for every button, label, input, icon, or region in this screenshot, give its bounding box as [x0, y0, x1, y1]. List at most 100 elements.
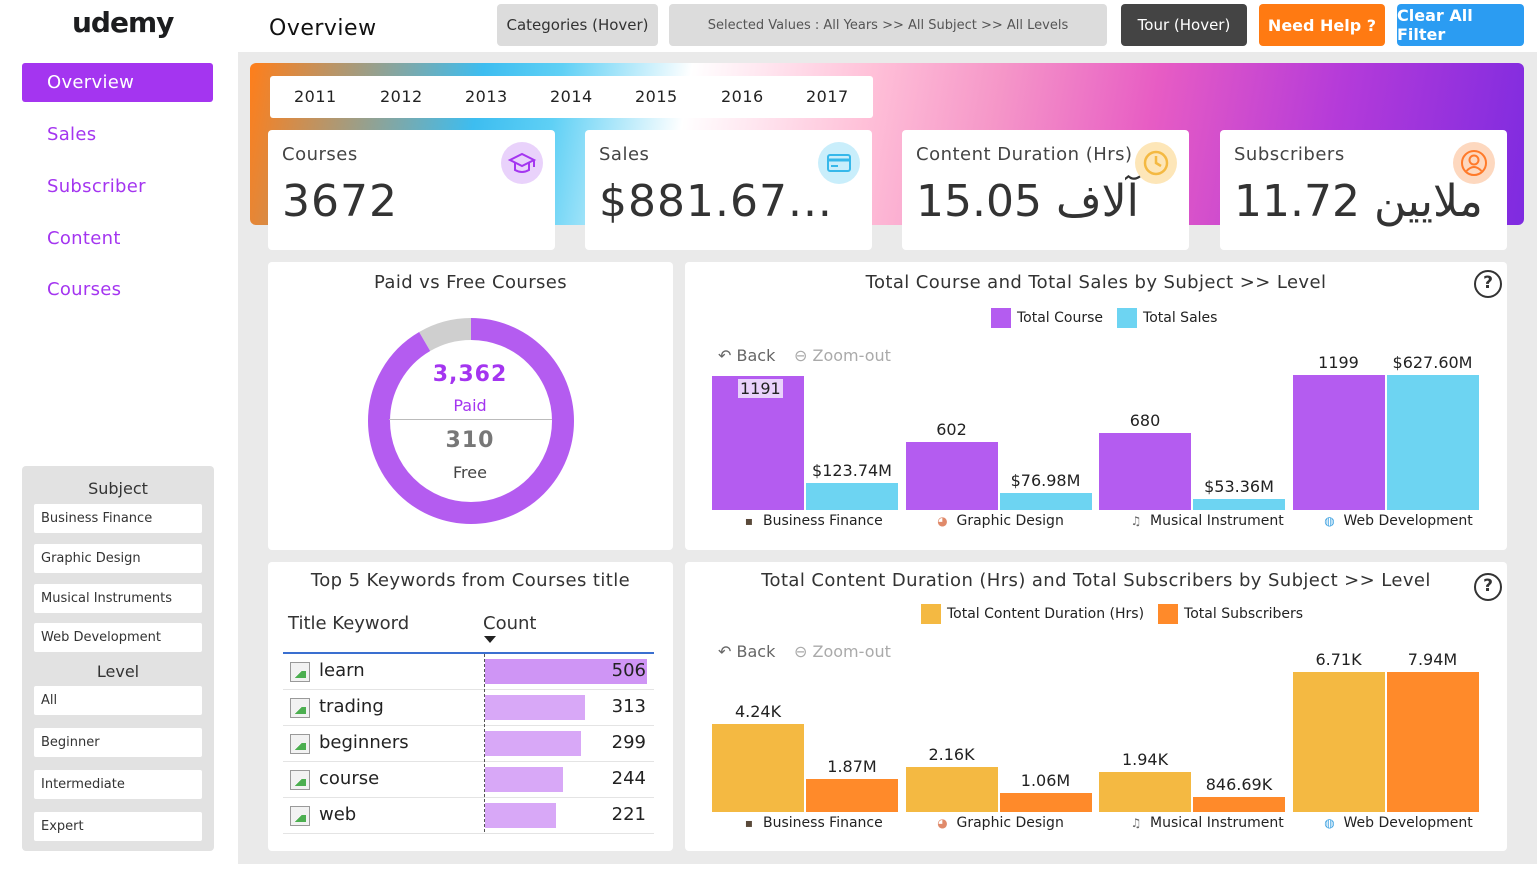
- chart2-back-button[interactable]: ↶ Back: [718, 642, 775, 661]
- sort-desc-icon[interactable]: [484, 636, 496, 643]
- nav-item-overview[interactable]: Overview: [22, 63, 213, 102]
- level-filter-intermediate[interactable]: Intermediate: [34, 770, 202, 799]
- count-bar: [485, 731, 581, 756]
- bar-total-content-duration-hrs-graphic-design[interactable]: [905, 766, 998, 812]
- keywords-col-count[interactable]: Count: [483, 613, 537, 634]
- kpi-subscribers-value: 11.72 ملايين: [1234, 176, 1483, 227]
- bar-total-subscribers-graphic-design[interactable]: [999, 793, 1092, 812]
- bar-total-content-duration-hrs-business-finance[interactable]: [712, 723, 804, 812]
- zoom-out-icon: ⊖: [794, 346, 813, 365]
- legend-swatch-total-content-duration: [921, 604, 941, 624]
- table-row[interactable]: web 221: [283, 798, 654, 834]
- count-bar: [485, 767, 564, 792]
- data-label: 2.16K: [928, 744, 975, 764]
- bar-total-course-web-development[interactable]: [1292, 375, 1385, 510]
- nav-item-sales[interactable]: Sales: [47, 124, 97, 145]
- chart1-back-button[interactable]: ↶ Back: [718, 346, 775, 365]
- data-label: 846.69K: [1205, 775, 1273, 795]
- data-label: 602: [936, 420, 967, 440]
- free-value: 310: [445, 428, 495, 453]
- broken-image-icon: [290, 734, 310, 754]
- user-icon: [1453, 142, 1495, 184]
- bar-total-subscribers-musical-instrument[interactable]: [1193, 797, 1285, 812]
- subject-filter-musical-instruments[interactable]: Musical Instruments: [34, 584, 202, 613]
- keyword-cell: trading: [319, 696, 384, 717]
- table-row[interactable]: learn 506: [283, 654, 654, 690]
- year-2017[interactable]: 2017: [806, 87, 849, 106]
- chart1-zoom-out-button[interactable]: ⊖ Zoom-out: [794, 346, 891, 365]
- level-filter-expert[interactable]: Expert: [34, 812, 202, 841]
- keyword-cell: beginners: [319, 732, 409, 753]
- year-2015[interactable]: 2015: [635, 87, 678, 106]
- donut-divider: [389, 419, 552, 420]
- bar-total-content-duration-hrs-web-development[interactable]: [1292, 672, 1385, 812]
- bar-total-course-business-finance[interactable]: [712, 375, 804, 510]
- need-help-button[interactable]: Need Help ?: [1259, 4, 1385, 46]
- year-2011[interactable]: 2011: [294, 87, 337, 106]
- briefcase-icon: ▪: [744, 514, 754, 528]
- kpi-courses-label: Courses: [282, 144, 358, 165]
- course-sales-chart-card: Total Course and Total Sales by Subject …: [685, 262, 1507, 550]
- keywords-header-underline: [283, 652, 654, 654]
- data-label: 1.87M: [827, 757, 877, 777]
- keywords-col-keyword[interactable]: Title Keyword: [288, 613, 410, 634]
- udemy-logo[interactable]: udemy: [72, 6, 174, 39]
- data-label: 1.06M: [1020, 771, 1071, 791]
- subject-filter-graphic-design[interactable]: Graphic Design: [34, 544, 202, 573]
- kpi-subscribers-label: Subscribers: [1234, 144, 1345, 165]
- category-label: ◕ Graphic Design: [936, 815, 1064, 831]
- table-row[interactable]: beginners 299: [283, 726, 654, 762]
- bar-total-sales-business-finance[interactable]: [806, 483, 898, 510]
- kpi-content-duration-label: Content Duration (Hrs): [916, 144, 1133, 165]
- bar-total-course-graphic-design[interactable]: [905, 442, 998, 510]
- broken-image-icon: [290, 662, 310, 682]
- globe-icon: ◍: [1324, 514, 1335, 528]
- help-icon[interactable]: ?: [1474, 270, 1502, 298]
- bar-total-subscribers-web-development[interactable]: [1386, 672, 1479, 812]
- table-row[interactable]: trading 313: [283, 690, 654, 726]
- subject-filter-business-finance[interactable]: Business Finance: [34, 504, 202, 533]
- subject-filter-web-development[interactable]: Web Development: [34, 623, 202, 652]
- paid-vs-free-donut[interactable]: [366, 316, 576, 526]
- level-filter-beginner[interactable]: Beginner: [34, 728, 202, 757]
- count-cell: 313: [611, 696, 646, 717]
- bar-total-course-musical-instrument[interactable]: [1099, 433, 1191, 510]
- table-row[interactable]: course 244: [283, 762, 654, 798]
- back-arrow-icon: ↶: [718, 346, 737, 365]
- clear-all-filter-button[interactable]: Clear All Filter: [1397, 4, 1524, 46]
- year-2016[interactable]: 2016: [721, 87, 764, 106]
- year-2013[interactable]: 2013: [465, 87, 508, 106]
- legend-label-total-subscribers: Total Subscribers: [1184, 606, 1304, 622]
- category-label: ◍ Web Development: [1323, 513, 1472, 529]
- category-label-text: Musical Instrument: [1150, 815, 1284, 831]
- bar-total-content-duration-hrs-musical-instrument[interactable]: [1099, 771, 1191, 812]
- legend-label-total-content-duration: Total Content Duration (Hrs): [947, 606, 1145, 622]
- year-2012[interactable]: 2012: [380, 87, 423, 106]
- bar-total-subscribers-business-finance[interactable]: [806, 779, 898, 812]
- year-2014[interactable]: 2014: [550, 87, 593, 106]
- help-icon[interactable]: ?: [1474, 573, 1502, 601]
- category-label: ▪ Business Finance: [742, 815, 883, 831]
- nav-item-content[interactable]: Content: [47, 228, 121, 249]
- nav-item-subscriber[interactable]: Subscriber: [47, 176, 146, 197]
- data-label: 6.71K: [1315, 650, 1362, 669]
- nav-item-courses[interactable]: Courses: [47, 279, 122, 300]
- free-label: Free: [453, 463, 487, 482]
- bar-total-sales-musical-instrument[interactable]: [1193, 498, 1285, 510]
- tour-button[interactable]: Tour (Hover): [1121, 4, 1247, 46]
- chart1-back-label: Back: [736, 346, 776, 365]
- bar-total-sales-web-development[interactable]: [1386, 375, 1479, 510]
- count-cell: 244: [611, 768, 646, 789]
- level-filter-title: Level: [96, 662, 140, 681]
- donut-slice-paid[interactable]: [368, 318, 574, 524]
- data-label: $76.98M: [1010, 471, 1081, 491]
- category-label-text: Business Finance: [763, 815, 883, 831]
- chart2-zoom-out-button[interactable]: ⊖ Zoom-out: [794, 642, 891, 661]
- categories-button[interactable]: Categories (Hover): [497, 4, 658, 46]
- level-filter-all[interactable]: All: [34, 686, 202, 715]
- selected-values-display: Selected Values : All Years >> All Subje…: [669, 4, 1107, 46]
- bar-total-sales-graphic-design[interactable]: [999, 493, 1092, 510]
- data-label: $627.60M: [1392, 353, 1473, 372]
- data-label: 1.94K: [1121, 749, 1169, 769]
- keyword-cell: web: [319, 804, 357, 825]
